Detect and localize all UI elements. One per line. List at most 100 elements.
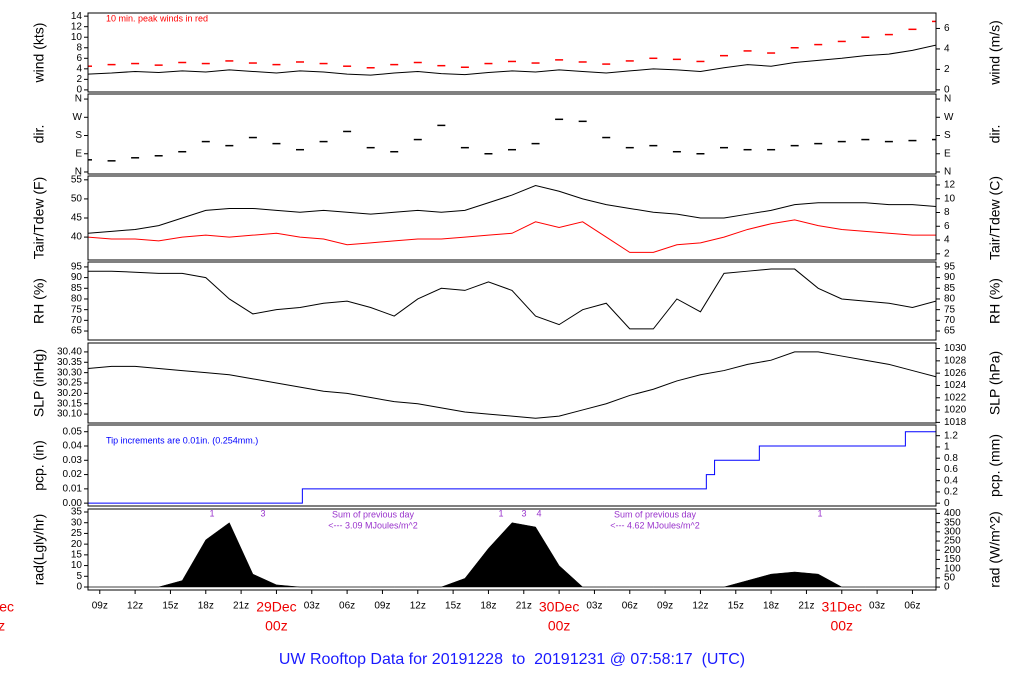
- data-line: [88, 351, 936, 419]
- y-tick-label: 20: [71, 539, 83, 550]
- y2-tick-label: 0: [944, 582, 950, 593]
- day-tick-hour: 00z: [0, 618, 5, 634]
- y2-tick-label: 150: [944, 554, 961, 565]
- plot-area: [88, 268, 936, 330]
- y-tick-label: 10: [71, 32, 83, 43]
- y-tick-label: 6: [76, 53, 82, 64]
- y2-tick-label: 8: [944, 207, 950, 218]
- y-tick-label: 0.01: [63, 483, 83, 494]
- y-tick-label: 0.00: [63, 498, 83, 509]
- day-tick-hour: 00z: [265, 618, 288, 634]
- y2-tick-label: 1.2: [944, 430, 958, 441]
- data-area: [88, 522, 936, 588]
- y-tick-label: 30.30: [57, 367, 82, 378]
- y-tick-label: S: [75, 130, 82, 141]
- panel-frame: [87, 261, 937, 341]
- y2-tick-label: 100: [944, 563, 961, 574]
- y-tick-label: W: [73, 112, 83, 123]
- y-axis-label: wind (kts): [31, 23, 47, 84]
- annotation: 3: [521, 508, 526, 518]
- y-tick-label: E: [75, 148, 82, 159]
- data-line: [88, 268, 936, 330]
- panel-frame: [87, 93, 937, 175]
- y-tick-label: 0.05: [63, 426, 83, 437]
- y-tick-label: 65: [71, 326, 83, 337]
- y2-tick-label: 1030: [944, 343, 967, 354]
- y-tick-label: 0.04: [63, 441, 83, 452]
- y-axis-label: RH (%): [31, 278, 47, 324]
- y2-tick-label: 0.4: [944, 475, 958, 486]
- y-axis-label: Tair/Tdew (F): [31, 177, 47, 259]
- y2-tick-label: 0: [944, 498, 950, 509]
- x-tick-label: 15z: [445, 601, 461, 612]
- annotation: 1: [817, 508, 822, 518]
- y2-axis-label: wind (m/s): [987, 20, 1003, 86]
- y-tick-label: 30: [71, 517, 83, 528]
- y2-tick-label: E: [944, 148, 951, 159]
- y2-tick-label: 250: [944, 536, 961, 547]
- y2-axis-label: pcp. (mm): [987, 434, 1003, 497]
- day-tick-label: 28Dec: [0, 599, 14, 615]
- y2-tick-label: 1: [944, 442, 950, 453]
- y-tick-label: 35: [71, 507, 83, 518]
- data-line: [88, 219, 936, 253]
- day-tick-hour: 00z: [548, 618, 571, 634]
- annotation: 3: [260, 508, 265, 518]
- panel-frame: [87, 175, 937, 261]
- y-tick-label: 30.20: [57, 388, 82, 399]
- y-axis-label: dir.: [31, 125, 47, 144]
- y-tick-label: 30.40: [57, 347, 82, 358]
- y-tick-label: 15: [71, 549, 83, 560]
- y-tick-label: N: [75, 94, 82, 105]
- panel-frame: [87, 508, 937, 591]
- x-tick-label: 18z: [480, 601, 496, 612]
- x-tick-label: 12z: [410, 601, 426, 612]
- y-tick-label: 14: [71, 11, 83, 22]
- day-tick-label: 31Dec: [822, 599, 862, 615]
- annotation: 1: [209, 508, 214, 518]
- x-tick-label: 15z: [162, 601, 178, 612]
- y-tick-label: 30.35: [57, 357, 82, 368]
- y-tick-label: 85: [71, 283, 83, 294]
- x-tick-label: 03z: [304, 601, 320, 612]
- x-tick-label: 15z: [728, 601, 744, 612]
- y2-tick-label: N: [944, 94, 951, 105]
- annotation: Sum of previous day: [332, 509, 415, 519]
- y-tick-label: 4: [76, 63, 82, 74]
- y2-axis-label: rad (W/m^2): [987, 511, 1003, 588]
- annotation: Sum of previous day: [614, 509, 697, 519]
- x-tick-label: 03z: [869, 601, 885, 612]
- y-tick-label: N: [75, 167, 82, 178]
- plot-area: [88, 351, 936, 419]
- plot-area: [88, 118, 936, 162]
- y2-tick-label: 300: [944, 526, 961, 537]
- y-tick-label: 12: [71, 21, 83, 32]
- y2-tick-label: 95: [944, 262, 956, 273]
- day-tick-hour: 00z: [830, 618, 853, 634]
- y2-tick-label: 0.8: [944, 453, 958, 464]
- y-tick-label: 0: [76, 85, 82, 96]
- x-tick-label: 12z: [692, 601, 708, 612]
- y-tick-label: 8: [76, 42, 82, 53]
- y2-tick-label: 10: [944, 193, 956, 204]
- data-line: [88, 185, 936, 234]
- y2-tick-label: 90: [944, 272, 956, 283]
- y-tick-label: 50: [71, 194, 83, 205]
- data-step: [88, 431, 936, 504]
- x-tick-label: 09z: [92, 601, 108, 612]
- y2-tick-label: S: [944, 130, 951, 141]
- y-tick-label: 75: [71, 304, 83, 315]
- y-tick-label: 40: [71, 232, 83, 243]
- data-line: [88, 44, 936, 76]
- y-axis-label: rad(Lgly/hr): [31, 514, 47, 586]
- y2-tick-label: 12: [944, 180, 956, 191]
- plot-area: [88, 20, 936, 76]
- x-tick-label: 18z: [198, 601, 214, 612]
- y-tick-label: 70: [71, 315, 83, 326]
- y2-tick-label: 75: [944, 304, 956, 315]
- y-tick-label: 0: [76, 582, 82, 593]
- plot-area: [88, 185, 936, 253]
- y2-tick-label: 80: [944, 294, 956, 305]
- annotation: 4: [536, 508, 541, 518]
- annotation: Tip increments are 0.01in. (0.254mm.): [106, 435, 258, 445]
